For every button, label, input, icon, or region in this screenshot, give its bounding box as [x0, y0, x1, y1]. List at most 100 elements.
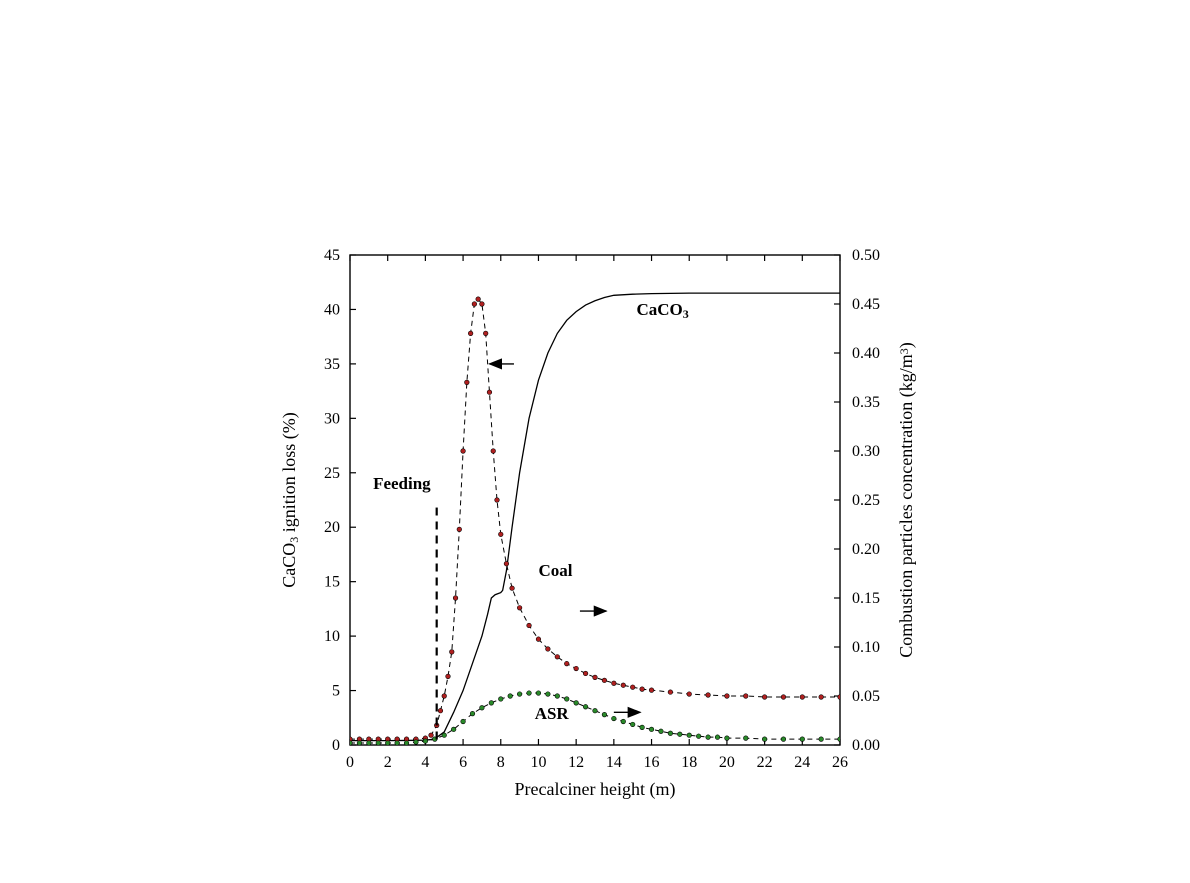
yl-tick-label: 5: [332, 683, 340, 700]
asr-marker: [612, 716, 617, 721]
yl-tick-label: 30: [324, 410, 340, 427]
asr-marker: [395, 741, 400, 746]
coal-marker: [593, 675, 598, 680]
asr-marker: [498, 697, 503, 702]
coal-marker: [438, 708, 443, 713]
coal-marker: [457, 527, 462, 532]
asr-marker: [630, 722, 635, 727]
asr-marker: [800, 737, 805, 742]
yr-tick-label: 0.45: [852, 296, 880, 313]
coal-marker: [640, 687, 645, 692]
yr-tick-label: 0.15: [852, 590, 880, 607]
coal-marker: [429, 733, 434, 738]
asr-marker: [527, 691, 532, 696]
asr-marker: [385, 741, 390, 746]
yl-tick-label: 0: [332, 737, 340, 754]
yl-tick-label: 35: [324, 356, 340, 373]
yl-tick-label: 45: [324, 247, 340, 264]
x-tick-label: 2: [384, 754, 392, 771]
asr-marker: [423, 739, 428, 744]
coal-marker: [442, 694, 447, 699]
x-tick-label: 26: [832, 754, 848, 771]
x-tick-label: 18: [681, 754, 697, 771]
caco3-line: [350, 293, 840, 741]
asr-marker: [555, 694, 560, 699]
yr-tick-label: 0.00: [852, 737, 880, 754]
asr-marker: [461, 719, 466, 724]
asr-marker: [687, 733, 692, 738]
asr-marker: [470, 711, 475, 716]
asr-marker: [583, 704, 588, 709]
coal-marker: [517, 606, 522, 611]
x-tick-label: 14: [606, 754, 622, 771]
yr-tick-label: 0.25: [852, 492, 880, 509]
asr-marker: [743, 736, 748, 741]
yr-axis-title: Combustion particles concentration (kg/m…: [896, 342, 917, 657]
coal-marker: [781, 695, 786, 700]
coal-marker: [446, 674, 451, 679]
asr-marker: [574, 701, 579, 706]
asr-marker: [546, 692, 551, 697]
asr-marker: [489, 701, 494, 706]
yr-tick-label: 0.35: [852, 394, 880, 411]
asr-marker: [678, 732, 683, 737]
yr-tick-label: 0.30: [852, 443, 880, 460]
asr-marker: [819, 737, 824, 742]
asr-marker: [838, 737, 843, 742]
yr-tick-label: 0.20: [852, 541, 880, 558]
coal-marker: [725, 694, 730, 699]
coal-marker: [743, 694, 748, 699]
asr-marker: [414, 740, 419, 745]
x-tick-label: 16: [644, 754, 660, 771]
coal-marker: [762, 695, 767, 700]
asr-marker: [536, 691, 541, 696]
asr-marker: [706, 735, 711, 740]
asr-marker: [696, 734, 701, 739]
series-annotation: Coal: [538, 561, 572, 580]
asr-marker: [376, 741, 381, 746]
asr-marker: [621, 719, 626, 724]
coal-marker: [819, 695, 824, 700]
x-tick-label: 4: [421, 754, 429, 771]
yl-tick-label: 40: [324, 301, 340, 318]
coal-marker: [487, 390, 492, 395]
x-tick-label: 24: [794, 754, 810, 771]
asr-marker: [508, 694, 513, 699]
coal-marker: [465, 380, 470, 385]
coal-marker: [510, 586, 515, 591]
yr-tick-label: 0.05: [852, 688, 880, 705]
coal-marker: [612, 681, 617, 686]
x-tick-label: 6: [459, 754, 467, 771]
coal-marker: [536, 637, 541, 642]
asr-marker: [480, 705, 485, 710]
asr-marker: [649, 727, 654, 732]
asr-line: [350, 693, 840, 743]
coal-marker: [649, 688, 654, 693]
coal-marker: [480, 302, 485, 307]
asr-marker: [564, 697, 569, 702]
coal-marker: [483, 331, 488, 336]
coal-marker: [527, 623, 532, 628]
asr-marker: [367, 741, 372, 746]
x-tick-label: 12: [568, 754, 584, 771]
asr-marker: [442, 733, 447, 738]
coal-marker: [602, 678, 607, 683]
x-tick-label: 8: [497, 754, 505, 771]
x-tick-label: 22: [757, 754, 773, 771]
coal-marker: [630, 685, 635, 690]
coal-marker: [564, 661, 569, 666]
series-annotation: ASR: [535, 704, 570, 723]
asr-marker: [640, 725, 645, 730]
x-tick-label: 10: [530, 754, 546, 771]
yl-tick-label: 25: [324, 465, 340, 482]
asr-marker: [668, 731, 673, 736]
coal-marker: [472, 302, 477, 307]
coal-marker: [706, 693, 711, 698]
asr-marker: [517, 692, 522, 697]
asr-marker: [762, 737, 767, 742]
asr-marker: [781, 737, 786, 742]
precalciner-chart: 02468101214161820222426Precalciner heigh…: [250, 245, 950, 805]
coal-marker: [491, 449, 496, 454]
feeding-label: Feeding: [373, 474, 431, 493]
asr-marker: [357, 741, 362, 746]
